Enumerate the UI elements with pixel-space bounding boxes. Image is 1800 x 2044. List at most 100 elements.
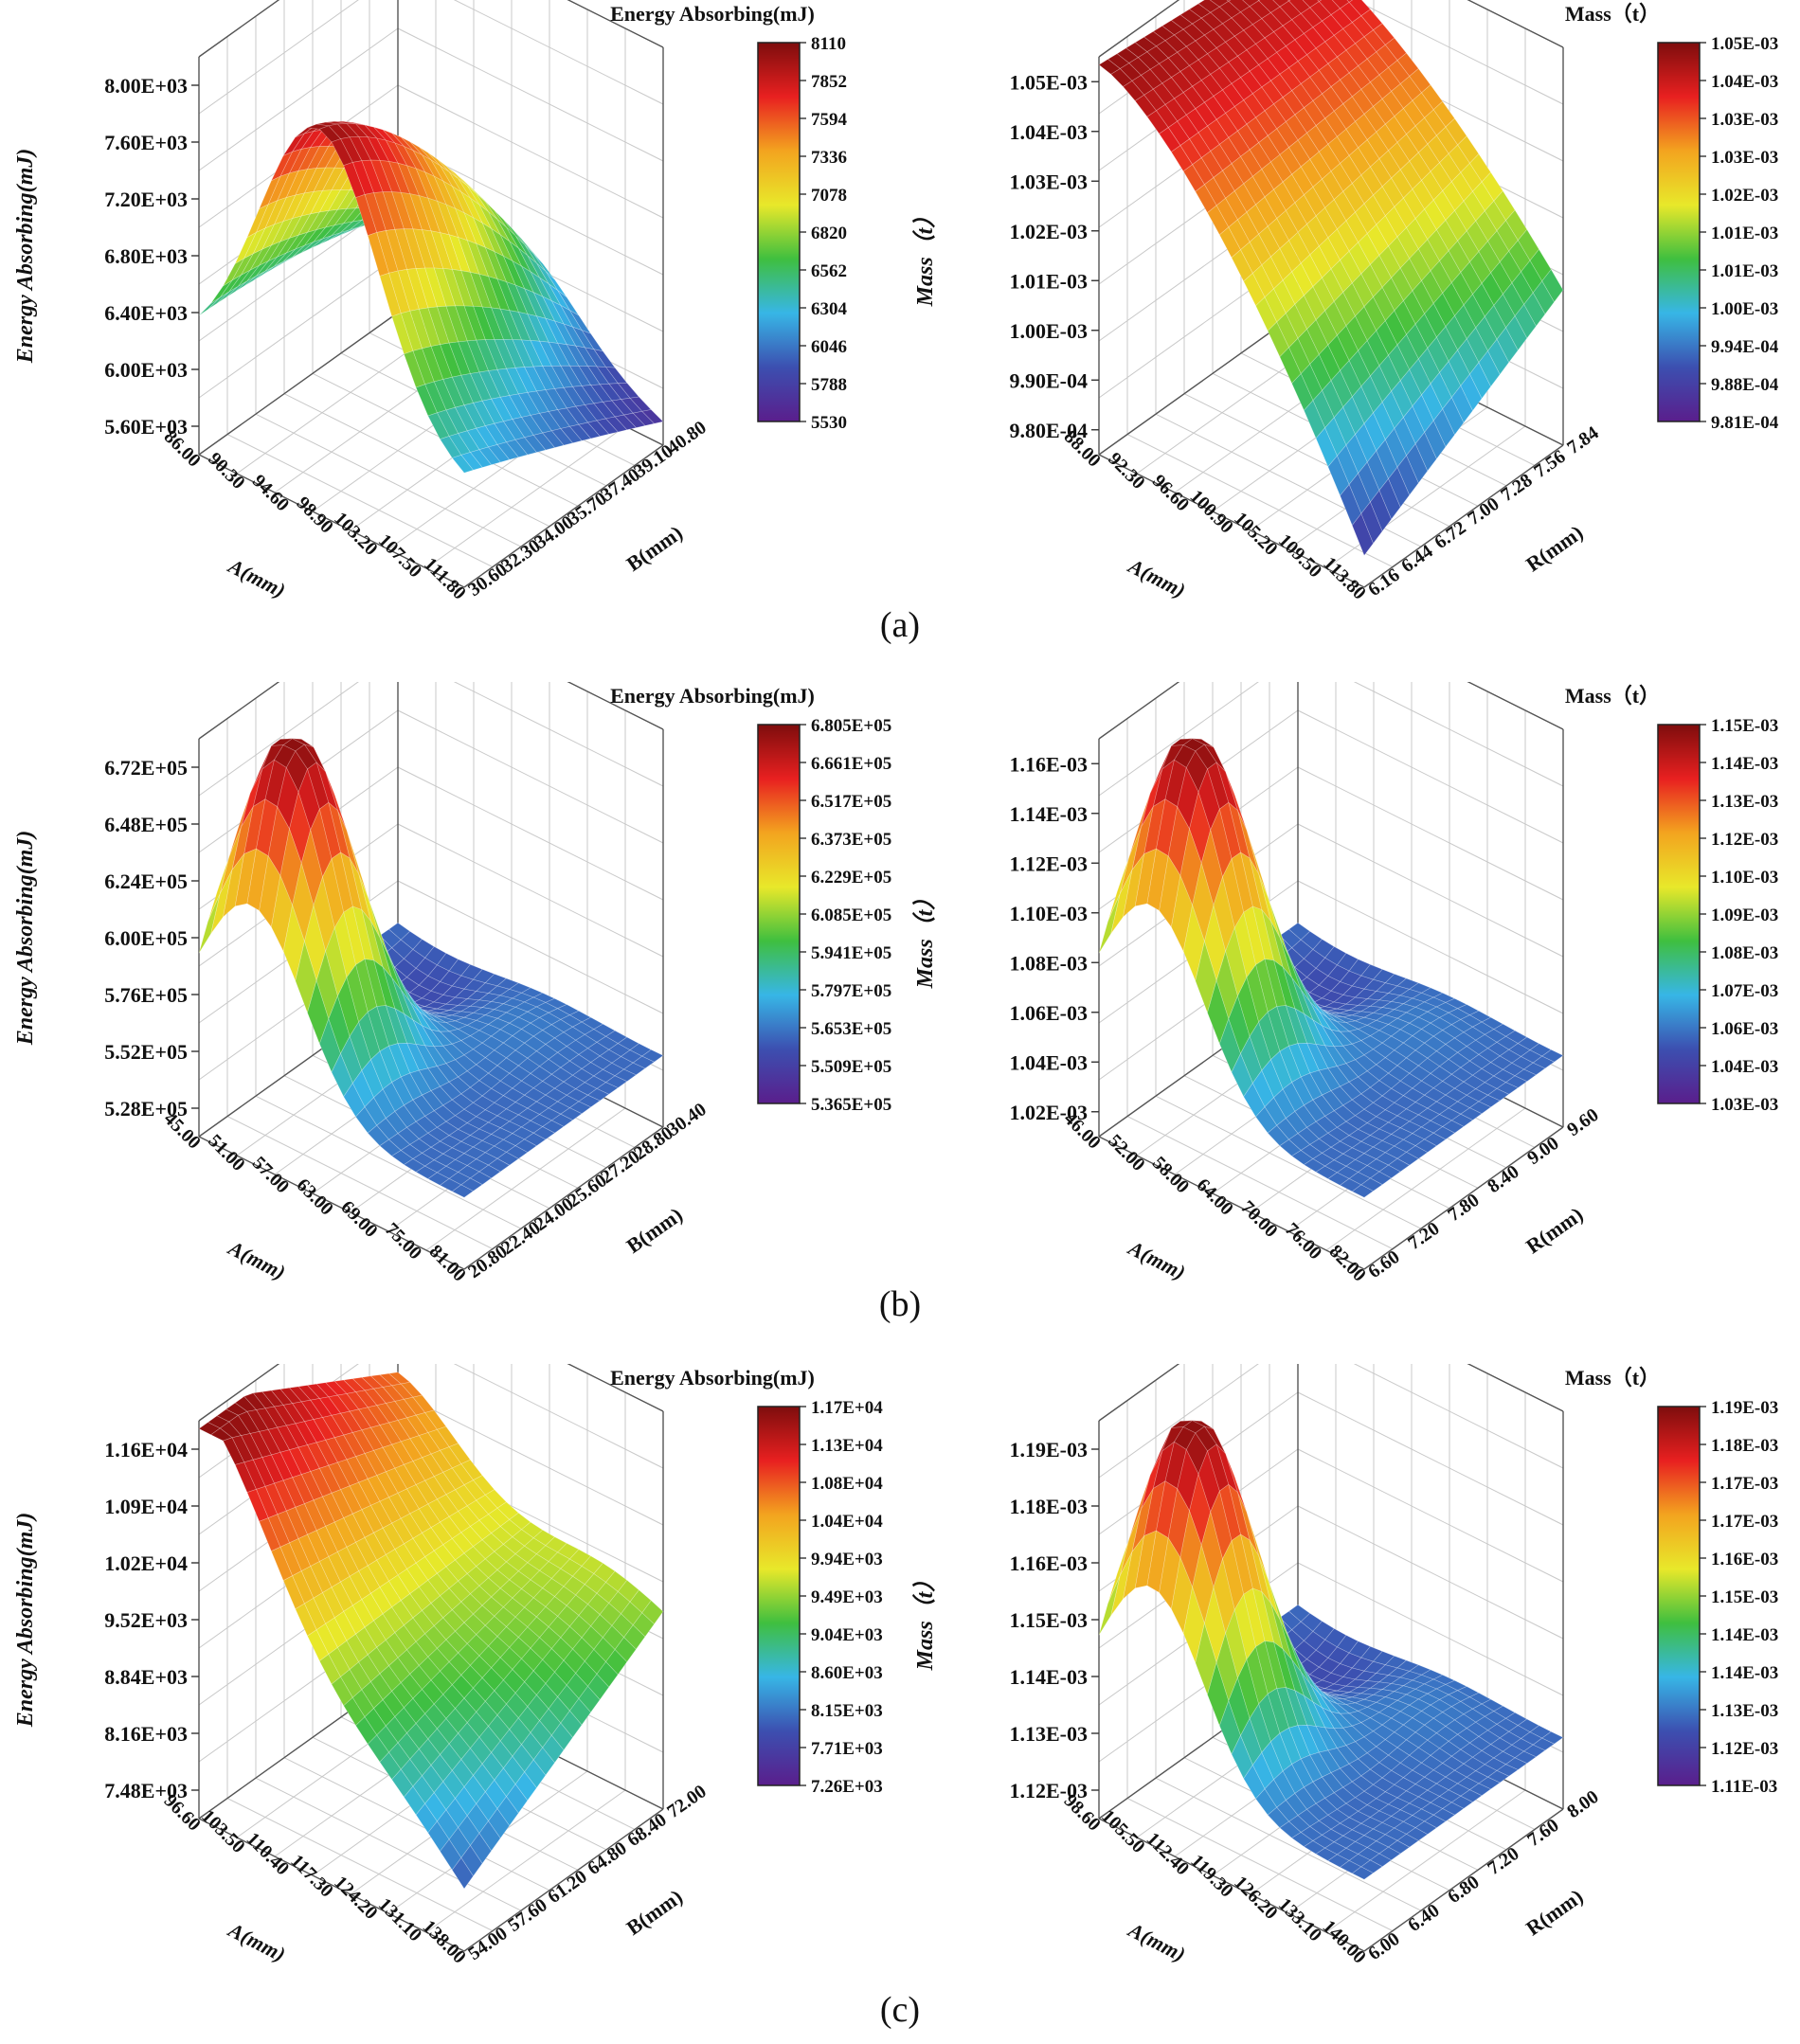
z-axis-title: Energy Absorbing(mJ) <box>13 149 38 364</box>
colorbar-tick-label: 6.805E+05 <box>811 716 891 736</box>
colorbar-title: Mass（t） <box>1565 1366 1660 1390</box>
colorbar-tick-label: 1.15E-03 <box>1711 1587 1778 1607</box>
colorbar <box>1657 42 1701 422</box>
colorbar-tick-label: 1.12E-03 <box>1711 1739 1778 1759</box>
colorbar-tick-label: 6.517E+05 <box>811 792 891 812</box>
y-axis-title: B(mm) <box>622 1203 687 1258</box>
z-tick-label: 6.00E+05 <box>104 926 188 950</box>
colorbar-title: Mass（t） <box>1565 684 1660 708</box>
colorbar-tick-label: 7336 <box>811 148 847 168</box>
y-tick-label: 6.80 <box>1444 1872 1483 1908</box>
colorbar-tick-label: 5530 <box>811 413 847 433</box>
colorbar-tick-label: 1.02E-03 <box>1711 186 1778 206</box>
x-axis-title: A(mm) <box>1124 1917 1190 1966</box>
surface-mesh <box>1098 738 1564 1198</box>
colorbar-title: Energy Absorbing(mJ) <box>610 1366 815 1390</box>
x-tick-label: 88.00 <box>1060 426 1105 471</box>
z-tick-label: 1.08E-03 <box>1010 951 1089 975</box>
z-tick-label: 1.19E-03 <box>1010 1438 1089 1461</box>
z-tick-label: 7.60E+03 <box>104 131 188 154</box>
x-tick-label: 113.80 <box>1319 553 1370 604</box>
x-tick-label: 126.20 <box>1230 1872 1281 1923</box>
colorbar-tick-label: 1.16E-03 <box>1711 1550 1778 1569</box>
y-tick-label: 6.44 <box>1397 541 1436 577</box>
colorbar-tick-label: 6046 <box>811 337 847 357</box>
colorbar-tick-label: 1.12E-03 <box>1711 830 1778 850</box>
colorbar-tick-label: 5.797E+05 <box>811 981 891 1001</box>
z-tick-label: 1.13E-03 <box>1010 1722 1089 1746</box>
chart-a-left: 5.60E+03 6.00E+03 6.40E+03 6.80E+03 7.20E+03… <box>0 0 900 654</box>
x-tick-label: 81.00 <box>425 1241 470 1285</box>
x-tick-label: 119.30 <box>1186 1851 1237 1902</box>
z-tick-label: 1.02E-03 <box>1010 220 1089 243</box>
z-tick-label: 1.09E+04 <box>104 1495 188 1518</box>
z-axis-title: Energy Absorbing(mJ) <box>13 831 38 1046</box>
z-tick-label: 1.10E-03 <box>1010 902 1089 925</box>
colorbar-tick-label: 6562 <box>811 261 847 281</box>
z-tick-label: 8.16E+03 <box>104 1722 188 1746</box>
y-tick-label: 68.40 <box>623 1809 670 1851</box>
colorbar-tick-label: 1.14E-03 <box>1711 1625 1778 1645</box>
colorbar-tick-label: 6.661E+05 <box>811 754 891 774</box>
colorbar-title: Energy Absorbing(mJ) <box>610 2 815 26</box>
caption-b: (b) <box>878 1284 922 1324</box>
colorbar-tick-label: 6304 <box>811 299 848 319</box>
colorbar-tick-label: 7594 <box>811 110 848 130</box>
surface-plot-b-left: 5.28E+05 5.52E+05 5.76E+05 6.00E+05 6.24E+05… <box>13 682 891 1286</box>
colorbar-tick-label: 1.03E-03 <box>1711 148 1778 168</box>
x-tick-label: 111.80 <box>420 554 470 604</box>
z-tick-label: 1.04E-03 <box>1010 1050 1089 1074</box>
y-tick-label: 54.00 <box>464 1923 511 1964</box>
caption-c: (c) <box>879 1990 921 2030</box>
colorbar-tick-label: 9.49E+03 <box>811 1587 883 1607</box>
z-tick-label: 6.72E+05 <box>104 756 188 780</box>
chart-a-right: 9.80E-04 9.90E-04 1.00E-03 1.01E-03 1.02E-03… <box>900 0 1800 654</box>
x-tick-label: 76.00 <box>1281 1219 1325 1264</box>
colorbar-tick-label: 7.26E+03 <box>811 1777 883 1797</box>
surface-plot-a-left: 5.60E+03 6.00E+03 6.40E+03 6.80E+03 7.20E+03… <box>13 0 848 604</box>
x-tick-label: 105.20 <box>1230 508 1281 559</box>
x-axis-title: A(mm) <box>224 1235 290 1284</box>
colorbar-tick-label: 7.71E+03 <box>811 1739 883 1759</box>
surface-plot-c-right: 1.12E-03 1.13E-03 1.14E-03 1.15E-03 1.16E-03… <box>911 1364 1778 1968</box>
colorbar-tick-label: 1.03E-03 <box>1711 110 1778 130</box>
colorbar-tick-label: 1.04E-03 <box>1711 72 1778 92</box>
colorbar-title: Mass（t） <box>1565 2 1660 26</box>
colorbar-tick-label: 9.94E-04 <box>1711 337 1779 357</box>
chart-b-left: 5.28E+05 5.52E+05 5.76E+05 6.00E+05 6.24E+05… <box>0 682 900 1336</box>
y-axis-title: R(mm) <box>1521 1202 1587 1258</box>
colorbar-tick-label: 9.81E-04 <box>1711 413 1779 433</box>
colorbar-tick-label: 6.085E+05 <box>811 905 891 925</box>
z-tick-label: 5.76E+05 <box>104 983 188 1007</box>
x-tick-label: 96.60 <box>160 1790 205 1835</box>
colorbar-tick-label: 1.18E-03 <box>1711 1436 1778 1456</box>
x-tick-label: 75.00 <box>381 1219 425 1264</box>
x-tick-label: 98.60 <box>1060 1790 1105 1835</box>
z-tick-label: 1.15E-03 <box>1010 1608 1089 1632</box>
z-tick-label: 5.60E+03 <box>104 415 188 439</box>
y-tick-label: 72.00 <box>663 1781 710 1822</box>
x-tick-label: 105.50 <box>1097 1805 1148 1856</box>
x-tick-label: 70.00 <box>1236 1196 1281 1241</box>
x-tick-label: 109.50 <box>1274 530 1325 582</box>
y-tick-label: 64.80 <box>584 1838 630 1879</box>
y-tick-label: 6.72 <box>1431 517 1469 553</box>
x-tick-label: 112.40 <box>1143 1829 1194 1880</box>
z-tick-label: 8.00E+03 <box>104 74 188 98</box>
x-tick-label: 103.50 <box>197 1805 248 1856</box>
y-tick-label: 40.80 <box>663 417 710 458</box>
x-tick-label: 107.50 <box>374 530 425 582</box>
z-tick-label: 1.12E-03 <box>1010 852 1089 875</box>
colorbar-tick-label: 1.04E+04 <box>811 1512 883 1532</box>
colorbar-tick-label: 1.17E-03 <box>1711 1512 1778 1532</box>
y-tick-label: 7.28 <box>1497 470 1536 506</box>
z-tick-label: 9.90E-04 <box>1010 368 1089 392</box>
z-tick-label: 1.01E-03 <box>1010 269 1089 293</box>
x-tick-label: 86.00 <box>160 426 205 471</box>
z-axis-title: Mass（t） <box>911 1569 938 1672</box>
x-tick-label: 110.40 <box>243 1829 294 1880</box>
y-axis-title: R(mm) <box>1521 520 1587 576</box>
y-tick-label: 8.40 <box>1484 1161 1522 1197</box>
colorbar-tick-label: 8110 <box>811 34 846 54</box>
x-tick-label: 117.30 <box>286 1851 337 1902</box>
